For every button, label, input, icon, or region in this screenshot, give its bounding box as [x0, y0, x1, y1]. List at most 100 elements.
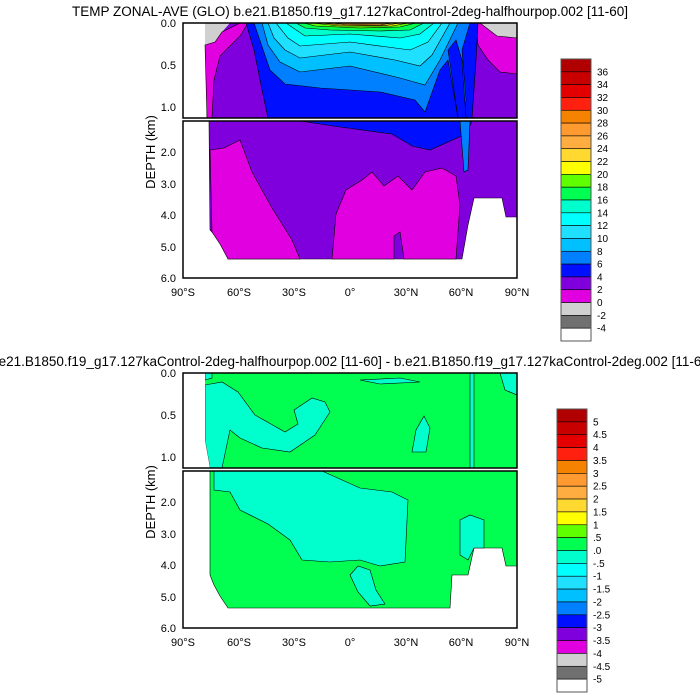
colorbar-swatch	[556, 588, 588, 603]
colorbar-swatch	[556, 473, 588, 487]
colorbar-label: 0	[597, 298, 603, 309]
plot-temperature-difference: b.e21.B1850.f19_g17.127kaControl-2deg-ha…	[0, 354, 700, 693]
colorbar-label: 32	[597, 93, 609, 104]
colorbar-label: 6	[597, 260, 603, 271]
y-tick-label: 2.0	[161, 497, 176, 509]
colorbar-label: -2	[593, 597, 602, 608]
colorbar-swatch	[556, 563, 588, 577]
panel-frame	[182, 120, 518, 279]
colorbar-swatch	[556, 498, 588, 513]
contour-region-neg2to0	[205, 23, 230, 45]
colorbar-swatch	[556, 421, 588, 436]
colorbar-swatch	[560, 174, 592, 188]
panel-frame	[182, 470, 518, 629]
y-axis: DEPTH (km) 0.0 0.5 1.0 2.0 3.0 4.0 5.0 6…	[143, 18, 176, 285]
colorbar-swatch	[560, 84, 592, 98]
y-tick-label: 5.0	[161, 592, 176, 604]
y-tick-label: 2.0	[161, 147, 176, 159]
contour-region-0to2	[331, 167, 461, 260]
y-tick-label: 0.5	[161, 410, 176, 422]
colorbar-label: 5	[593, 417, 599, 428]
colorbar-label: 3.5	[593, 456, 607, 467]
y-axis-label: DEPTH (km)	[143, 465, 158, 539]
colorbar-label: -2.5	[593, 610, 611, 621]
y-tick-label: 6.0	[161, 623, 176, 635]
colorbar-swatch	[556, 678, 588, 693]
colorbar-label: -3	[593, 623, 602, 634]
x-tick-label: 30°N	[394, 637, 419, 649]
x-tick-label: 60°S	[227, 287, 251, 299]
y-tick-label: 5.0	[161, 242, 176, 254]
colorbar-swatch	[560, 186, 592, 201]
colorbar-swatch	[556, 434, 588, 448]
colorbar-label: 34	[597, 80, 609, 91]
contour-region-neg0.5to0	[411, 415, 431, 453]
x-axis: 90°S 60°S 30°S 0° 30°N 60°N 90°N	[171, 287, 529, 299]
x-tick-label: 60°N	[449, 287, 474, 299]
colorbar-label: 1	[593, 520, 599, 531]
colorbar-swatch	[556, 460, 588, 474]
colorbar-swatch	[556, 408, 588, 423]
colorbar-label: -5	[593, 675, 602, 686]
colorbar-label: 18	[597, 183, 609, 194]
colorbar-label: 12	[597, 221, 609, 232]
colorbar-swatch	[556, 485, 588, 500]
colorbar-swatch	[560, 58, 592, 73]
colorbar-label: 24	[597, 144, 609, 155]
x-tick-label: 0°	[345, 287, 356, 299]
x-tick-label: 90°S	[171, 287, 195, 299]
colorbar-swatch	[556, 614, 588, 628]
x-tick-label: 90°S	[171, 637, 195, 649]
colorbar-label: 20	[597, 170, 609, 181]
colorbar-swatch	[560, 161, 592, 175]
colorbar-label: 14	[597, 208, 609, 219]
land-area	[183, 373, 210, 468]
colorbar-swatch	[560, 97, 592, 111]
colorbar-label: 3	[593, 469, 599, 480]
colorbar-swatch	[556, 665, 588, 680]
colorbar-swatch	[556, 511, 588, 526]
colorbar-label: 36	[597, 67, 609, 78]
plot-title: TEMP ZONAL-AVE (GLO) b.e21.B1850.f19_g17…	[72, 4, 628, 19]
contour-region-neg0.5to0	[499, 373, 517, 396]
colorbar-swatch	[560, 327, 592, 342]
colorbar-swatch	[560, 135, 592, 150]
contour-region-4to6	[447, 39, 467, 118]
colorbar-label: 16	[597, 196, 609, 207]
colorbar-swatch	[560, 289, 592, 303]
colorbar: 54.543.532.521.51.5.0-.5-1-1.5-2-2.5-3-3…	[556, 408, 611, 693]
colorbar-label: 28	[597, 119, 609, 130]
colorbar-swatch	[556, 575, 588, 590]
y-tick-label: 6.0	[161, 273, 176, 285]
colorbar-label: -2	[597, 311, 606, 322]
x-axis: 90°S 60°S 30°S 0° 30°N 60°N 90°N	[171, 637, 529, 649]
lower-depth-panel	[182, 120, 518, 279]
plot-temperature: TEMP ZONAL-AVE (GLO) b.e21.B1850.f19_g17…	[72, 4, 628, 342]
upper-depth-panel	[182, 22, 518, 119]
panel-frame	[182, 372, 518, 469]
panel-frame	[182, 22, 518, 119]
colorbar-swatch	[556, 601, 588, 616]
colorbar-swatch	[560, 263, 592, 278]
colorbar-label: 2	[597, 285, 603, 296]
contour-region-neg0.5to0	[349, 565, 386, 607]
colorbar-swatch	[560, 122, 592, 137]
colorbar-label: 30	[597, 106, 609, 117]
colorbar-label: 2	[593, 495, 599, 506]
y-axis-label: DEPTH (km)	[143, 115, 158, 189]
colorbar-swatch	[556, 447, 588, 461]
x-tick-label: 90°N	[505, 637, 530, 649]
colorbar-swatch	[560, 238, 592, 252]
contour-region-neg0.5to0	[469, 373, 475, 468]
colorbar-label: 2.5	[593, 482, 607, 493]
colorbar-label: 26	[597, 131, 609, 142]
contour-region-4to6	[299, 121, 473, 151]
colorbar-label: 4.5	[593, 430, 607, 441]
colorbar-swatch	[556, 550, 588, 564]
y-tick-label: 3.0	[161, 179, 176, 191]
y-tick-label: 1.0	[161, 452, 176, 464]
colorbar-swatch	[560, 225, 592, 239]
x-tick-label: 60°S	[227, 637, 251, 649]
